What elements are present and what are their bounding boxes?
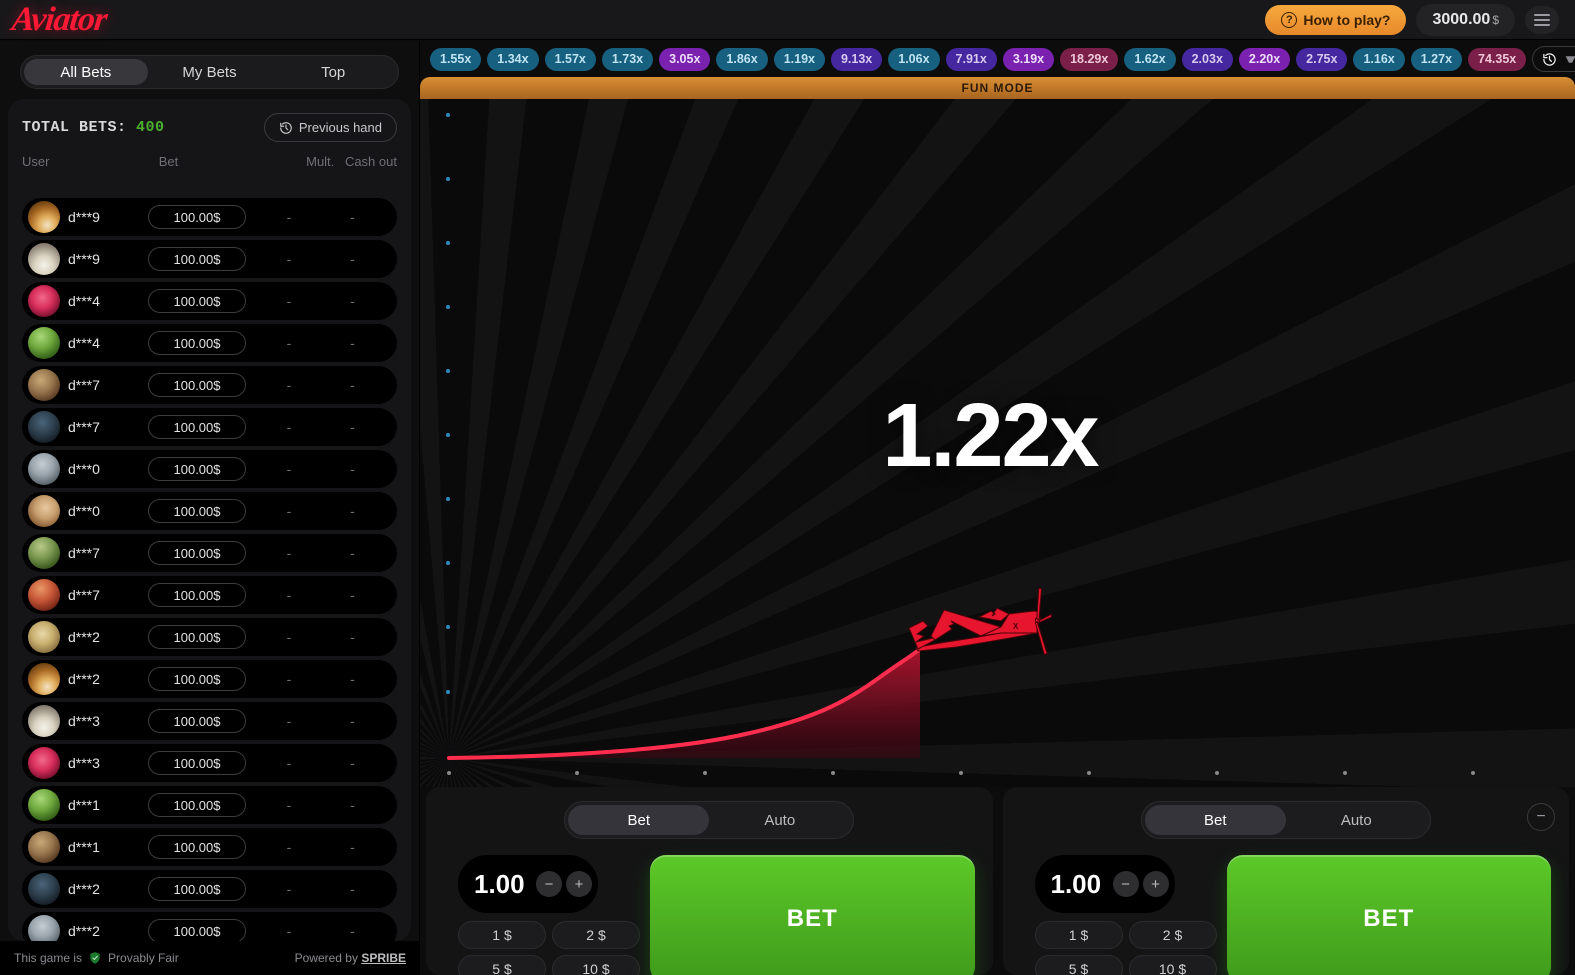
svg-text:X: X xyxy=(1013,622,1019,631)
